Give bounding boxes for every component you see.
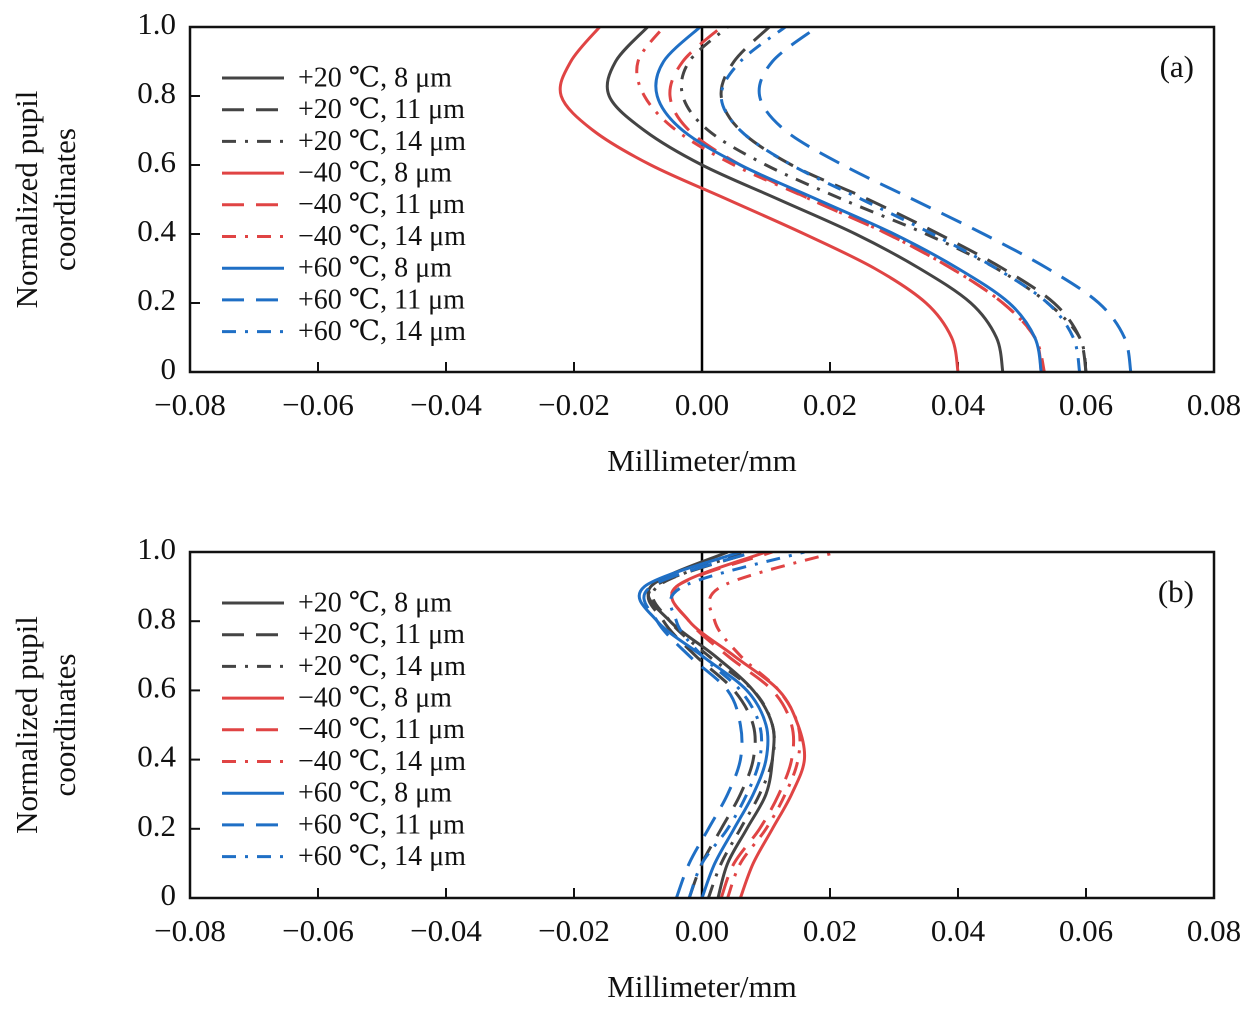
panel-label: (b) bbox=[1158, 574, 1194, 609]
y-tick-label: 0.8 bbox=[137, 600, 176, 635]
series-line bbox=[605, 27, 1005, 372]
panel-label: (a) bbox=[1160, 49, 1194, 84]
y-tick-label: 0.4 bbox=[137, 213, 176, 248]
x-tick-label: 0.04 bbox=[931, 913, 986, 948]
legend-label: −40 ℃, 14 μm bbox=[298, 746, 466, 777]
series-line bbox=[669, 552, 796, 898]
plot-frame bbox=[188, 25, 1216, 374]
x-tick-label: −0.02 bbox=[538, 913, 610, 948]
legend-label: +20 ℃, 14 μm bbox=[298, 651, 466, 682]
x-tick-label: 0.02 bbox=[803, 387, 857, 422]
legend-label: +20 ℃, 14 μm bbox=[298, 126, 466, 157]
series-line bbox=[635, 27, 1046, 372]
x-tick-label: 0.08 bbox=[1187, 913, 1241, 948]
y-tick-label: 0.2 bbox=[137, 808, 176, 843]
x-tick-label: −0.02 bbox=[538, 387, 610, 422]
x-tick-label: 0.06 bbox=[1059, 387, 1113, 422]
series-line bbox=[668, 552, 805, 898]
y-tick-label: 0.4 bbox=[137, 739, 176, 774]
legend-label: −40 ℃, 8 μm bbox=[298, 158, 452, 189]
series-line bbox=[558, 27, 960, 372]
series-line bbox=[654, 27, 1043, 372]
legend-label: +60 ℃, 14 μm bbox=[298, 316, 466, 347]
x-tick-label: −0.08 bbox=[154, 387, 226, 422]
series-line bbox=[707, 552, 837, 898]
y-axis-label: coordinates bbox=[47, 654, 82, 797]
legend-label: +60 ℃, 11 μm bbox=[298, 809, 465, 840]
y-tick-label: 0.2 bbox=[137, 282, 176, 317]
x-tick-label: 0.04 bbox=[931, 387, 986, 422]
x-tick-label: 0.08 bbox=[1187, 387, 1241, 422]
y-axis-label: coordinates bbox=[47, 128, 82, 271]
series-line bbox=[646, 552, 776, 898]
series-line bbox=[646, 552, 757, 898]
x-tick-label: 0.06 bbox=[1059, 913, 1113, 948]
legend-label: +60 ℃, 11 μm bbox=[298, 284, 465, 315]
series-line bbox=[719, 27, 1082, 372]
x-tick-label: −0.08 bbox=[154, 913, 226, 948]
legend-label: −40 ℃, 11 μm bbox=[298, 189, 465, 220]
x-tick-label: −0.06 bbox=[282, 387, 354, 422]
series-line bbox=[679, 27, 1088, 372]
series-line bbox=[642, 552, 754, 898]
legend-label: +20 ℃, 11 μm bbox=[298, 619, 465, 650]
legend-label: −40 ℃, 11 μm bbox=[298, 714, 465, 745]
plot-frame bbox=[188, 550, 1216, 900]
y-tick-label: 1.0 bbox=[137, 6, 176, 41]
y-tick-label: 0.6 bbox=[137, 670, 176, 705]
legend-label: +60 ℃, 8 μm bbox=[298, 778, 452, 809]
x-tick-label: 0.00 bbox=[675, 913, 729, 948]
legend-label: +20 ℃, 11 μm bbox=[298, 94, 465, 125]
legend-label: −40 ℃, 8 μm bbox=[298, 683, 452, 714]
y-tick-label: 0.8 bbox=[137, 75, 176, 110]
x-tick-label: 0.02 bbox=[803, 913, 857, 948]
y-tick-label: 0.6 bbox=[137, 144, 176, 179]
series-line bbox=[637, 552, 770, 898]
series-line bbox=[757, 27, 1133, 372]
series-line bbox=[651, 552, 776, 898]
series-line bbox=[670, 552, 807, 898]
legend-label: +20 ℃, 8 μm bbox=[298, 62, 452, 93]
y-axis-label: Normalized pupil bbox=[9, 616, 44, 834]
legend-label: +60 ℃, 14 μm bbox=[298, 841, 466, 872]
x-tick-label: −0.04 bbox=[410, 387, 482, 422]
x-axis-label: Millimeter/mm bbox=[607, 443, 796, 478]
x-tick-label: −0.04 bbox=[410, 913, 482, 948]
y-axis-label: Normalized pupil bbox=[9, 91, 44, 309]
y-tick-label: 0 bbox=[161, 351, 177, 386]
x-tick-label: 0.00 bbox=[675, 387, 729, 422]
legend-label: +60 ℃, 8 μm bbox=[298, 253, 452, 284]
y-tick-label: 0 bbox=[161, 877, 177, 912]
legend-label: +20 ℃, 8 μm bbox=[298, 587, 452, 618]
y-tick-label: 1.0 bbox=[137, 531, 176, 566]
x-tick-label: −0.06 bbox=[282, 913, 354, 948]
legend-label: −40 ℃, 14 μm bbox=[298, 221, 466, 252]
x-axis-label: Millimeter/mm bbox=[607, 969, 796, 1004]
